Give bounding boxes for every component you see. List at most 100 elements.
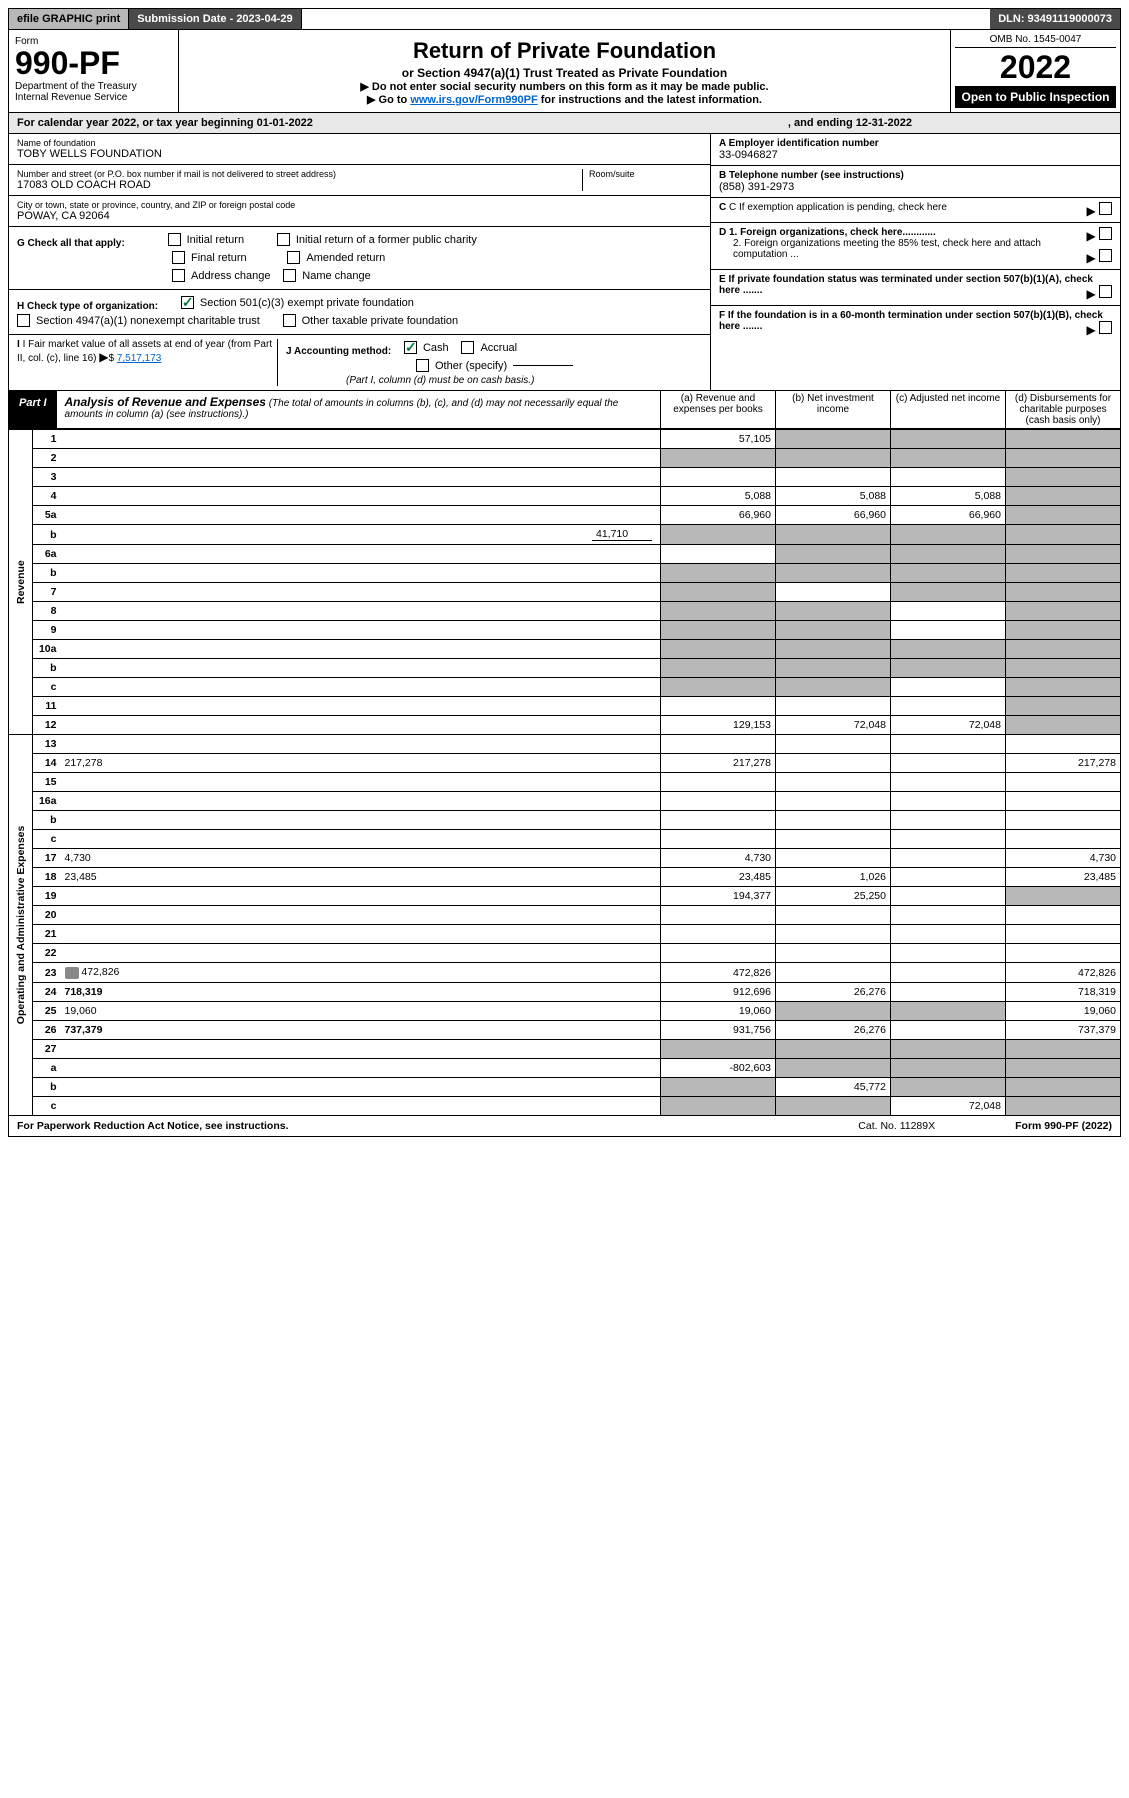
- amt-cell-a: [661, 468, 776, 487]
- amt-cell-a: 217,278: [661, 754, 776, 773]
- amt-cell-d: [1006, 659, 1121, 678]
- amt-cell-c: [891, 944, 1006, 963]
- cat-no: Cat. No. 11289X: [858, 1120, 935, 1132]
- submission-date: Submission Date - 2023-04-29: [129, 9, 301, 29]
- amt-cell-c: [891, 697, 1006, 716]
- cb-terminated[interactable]: [1099, 285, 1112, 298]
- row-num: 15: [33, 773, 61, 792]
- topbar: efile GRAPHIC print Submission Date - 20…: [8, 8, 1121, 30]
- amt-cell-a: 4,730: [661, 849, 776, 868]
- amt-cell-c: [891, 925, 1006, 944]
- efile-print-button[interactable]: efile GRAPHIC print: [9, 9, 129, 29]
- form-id-block: Form 990-PF Department of the Treasury I…: [9, 30, 179, 112]
- amt-cell-b: [776, 583, 891, 602]
- amt-cell-d: 737,379: [1006, 1020, 1121, 1039]
- row-num: 19: [33, 887, 61, 906]
- f-cell: F If the foundation is in a 60-month ter…: [711, 306, 1120, 341]
- amt-cell-b: [776, 906, 891, 925]
- amt-cell-c: [891, 468, 1006, 487]
- amt-cell-c: 5,088: [891, 487, 1006, 506]
- amt-cell-b: [776, 944, 891, 963]
- cb-name-change[interactable]: [283, 269, 296, 282]
- d-cell: D 1. Foreign organizations, check here..…: [711, 223, 1120, 270]
- other-specify-input[interactable]: [513, 365, 573, 366]
- amt-cell-a: [661, 830, 776, 849]
- amt-cell-a: [661, 1039, 776, 1058]
- amt-cell-d: [1006, 449, 1121, 468]
- cb-foreign-org[interactable]: [1099, 227, 1112, 240]
- footer: For Paperwork Reduction Act Notice, see …: [8, 1116, 1121, 1137]
- row-desc: [61, 811, 661, 830]
- amt-cell-d: [1006, 735, 1121, 754]
- amt-cell-d: [1006, 621, 1121, 640]
- row-desc: [61, 678, 661, 697]
- amt-cell-a: [661, 621, 776, 640]
- amt-cell-d: [1006, 468, 1121, 487]
- tax-year: 2022: [955, 48, 1116, 86]
- row-num: 27: [33, 1039, 61, 1058]
- cb-accrual[interactable]: [461, 341, 474, 354]
- amt-cell-a: [661, 925, 776, 944]
- irs-link[interactable]: www.irs.gov/Form990PF: [410, 94, 537, 106]
- table-row: 23 472,826472,826472,826: [9, 963, 1121, 982]
- cb-initial-return[interactable]: [168, 233, 181, 246]
- amt-cell-b: [776, 602, 891, 621]
- amt-cell-d: [1006, 525, 1121, 545]
- form-title-block: Return of Private Foundation or Section …: [179, 30, 950, 112]
- table-row: 21: [9, 925, 1121, 944]
- amt-cell-c: [891, 545, 1006, 564]
- cb-final-return[interactable]: [172, 251, 185, 264]
- form-title: Return of Private Foundation: [189, 38, 940, 64]
- cb-4947[interactable]: [17, 314, 30, 327]
- table-row: b45,772: [9, 1077, 1121, 1096]
- cb-501c3[interactable]: [181, 296, 194, 309]
- opt-4947: Section 4947(a)(1) nonexempt charitable …: [36, 315, 260, 327]
- amt-cell-c: [891, 754, 1006, 773]
- amt-cell-a: 194,377: [661, 887, 776, 906]
- amt-cell-b: [776, 963, 891, 982]
- amt-cell-d: [1006, 1077, 1121, 1096]
- amt-cell-d: 4,730: [1006, 849, 1121, 868]
- amt-cell-d: [1006, 506, 1121, 525]
- cb-initial-former[interactable]: [277, 233, 290, 246]
- cb-other-method[interactable]: [416, 359, 429, 372]
- cb-exemption-pending[interactable]: [1099, 202, 1112, 215]
- phone-value: (858) 391-2973: [719, 181, 1112, 193]
- row-desc: 41,710: [61, 525, 661, 545]
- amt-cell-b: [776, 697, 891, 716]
- row-desc: 718,319: [61, 982, 661, 1001]
- a-label: A Employer identification number: [719, 138, 1112, 149]
- fmv-link[interactable]: 7,517,173: [117, 353, 162, 364]
- amt-cell-a: 912,696: [661, 982, 776, 1001]
- table-row: 22: [9, 944, 1121, 963]
- amt-cell-a: [661, 525, 776, 545]
- amt-cell-b: 72,048: [776, 716, 891, 735]
- amt-cell-c: [891, 830, 1006, 849]
- amt-cell-c: [891, 430, 1006, 449]
- cb-85pct[interactable]: [1099, 249, 1112, 262]
- amt-cell-a: [661, 640, 776, 659]
- amt-cell-b: [776, 735, 891, 754]
- cb-60month[interactable]: [1099, 321, 1112, 334]
- table-row: 16a: [9, 792, 1121, 811]
- amt-cell-b: [776, 1001, 891, 1020]
- amt-cell-b: [776, 640, 891, 659]
- table-row: 3: [9, 468, 1121, 487]
- amt-cell-a: [661, 773, 776, 792]
- cb-other-taxable[interactable]: [283, 314, 296, 327]
- opt-othertax: Other taxable private foundation: [302, 315, 459, 327]
- table-row: 19194,37725,250: [9, 887, 1121, 906]
- form-number: 990-PF: [15, 47, 172, 79]
- opt-initial: Initial return: [187, 234, 244, 246]
- row-num: 6a: [33, 545, 61, 564]
- cb-amended[interactable]: [287, 251, 300, 264]
- attachment-icon[interactable]: [65, 967, 79, 979]
- amt-cell-b: [776, 659, 891, 678]
- city-label: City or town, state or province, country…: [17, 200, 702, 210]
- amt-cell-d: [1006, 925, 1121, 944]
- amt-cell-c: [891, 773, 1006, 792]
- cb-cash[interactable]: [404, 341, 417, 354]
- cb-addr-change[interactable]: [172, 269, 185, 282]
- form-subtitle: or Section 4947(a)(1) Trust Treated as P…: [189, 66, 940, 80]
- amt-cell-c: [891, 1001, 1006, 1020]
